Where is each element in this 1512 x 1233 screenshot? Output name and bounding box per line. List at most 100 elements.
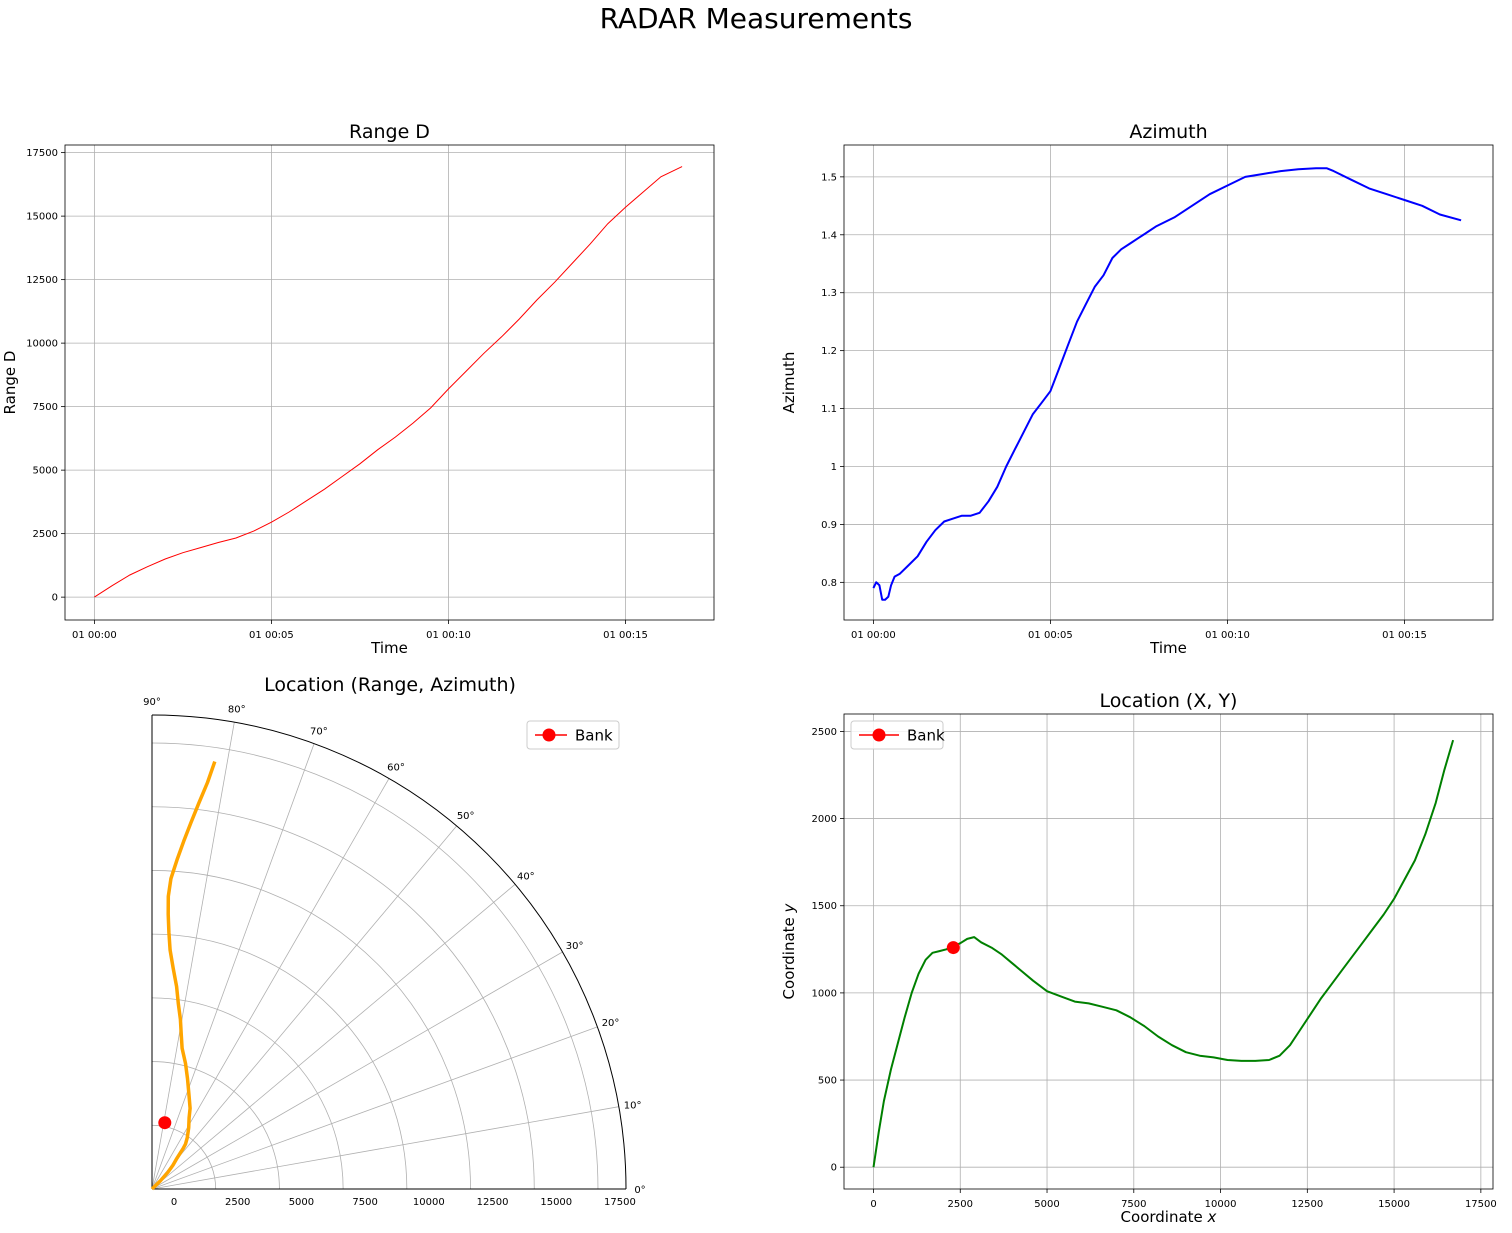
r-tick-label: 0 bbox=[171, 1197, 177, 1208]
y-axis-label: Range D bbox=[1, 351, 19, 415]
r-tick-label: 5000 bbox=[289, 1197, 314, 1208]
y-tick-label: 1500 bbox=[812, 901, 837, 912]
y-tick-label: 0 bbox=[52, 593, 58, 604]
polar-frame-arc bbox=[151, 714, 627, 1190]
angular-gridline bbox=[151, 743, 315, 1190]
x-axis-label: Coordinate x bbox=[1121, 1208, 1217, 1226]
y-tick-label: 500 bbox=[818, 1076, 837, 1087]
axes-range bbox=[61, 144, 715, 624]
y-axis-label: Coordinate y bbox=[780, 902, 798, 999]
y-tick-label: 1.2 bbox=[821, 346, 837, 357]
axes-frame bbox=[64, 144, 715, 621]
r-tick-label: 2500 bbox=[225, 1197, 250, 1208]
x-tick-label: 01 00:15 bbox=[1382, 630, 1427, 641]
y-tick-label: 1.5 bbox=[821, 172, 837, 183]
angular-gridline bbox=[151, 884, 516, 1190]
legend-label: Bank bbox=[907, 727, 945, 745]
theta-tick-label: 0° bbox=[634, 1185, 645, 1196]
y-tick-label: 1.4 bbox=[821, 230, 837, 241]
axes-polar bbox=[150, 714, 627, 1191]
x-tick-label: 01 00:05 bbox=[249, 630, 294, 641]
x-tick-label: 5000 bbox=[1034, 1199, 1059, 1210]
series-line-polar bbox=[150, 761, 217, 1191]
y-tick-label: 2500 bbox=[33, 529, 58, 540]
chart-title: Azimuth bbox=[1129, 121, 1207, 143]
x-tick-label: 7500 bbox=[1121, 1199, 1146, 1210]
x-axis-label: Time bbox=[1149, 639, 1187, 657]
r-tick-label: 12500 bbox=[477, 1197, 509, 1208]
x-tick-label: 01 00:10 bbox=[1205, 630, 1250, 641]
theta-tick-label: 80° bbox=[228, 704, 246, 715]
r-tick-label: 15000 bbox=[540, 1197, 572, 1208]
x-tick-label: 10000 bbox=[1205, 1199, 1237, 1210]
theta-tick-label: 70° bbox=[310, 726, 328, 737]
radial-gridline bbox=[151, 997, 344, 1190]
x-tick-label: 12500 bbox=[1291, 1199, 1323, 1210]
radial-gridline bbox=[151, 933, 408, 1190]
axes-frame bbox=[843, 713, 1494, 1190]
bank-marker bbox=[946, 941, 960, 955]
series-line-range bbox=[94, 166, 683, 598]
series-line-xy bbox=[872, 739, 1455, 1168]
theta-tick-label: 60° bbox=[387, 762, 405, 773]
y-tick-label: 15000 bbox=[26, 212, 58, 223]
angular-gridline bbox=[151, 825, 457, 1190]
radial-gridline bbox=[151, 870, 471, 1190]
x-tick-label: 2500 bbox=[948, 1199, 973, 1210]
r-tick-label: 10000 bbox=[413, 1197, 445, 1208]
x-tick-label: 0 bbox=[870, 1199, 876, 1210]
y-axis-label: Azimuth bbox=[780, 352, 798, 414]
figure-title: RADAR Measurements bbox=[599, 2, 913, 35]
y-tick-label: 1.3 bbox=[821, 288, 837, 299]
radial-gridline bbox=[151, 806, 535, 1190]
x-axis-label: Time bbox=[370, 639, 408, 657]
y-tick-label: 10000 bbox=[26, 339, 58, 350]
chart-title: Location (X, Y) bbox=[1100, 690, 1238, 712]
r-tick-label: 17500 bbox=[604, 1197, 636, 1208]
angular-gridline bbox=[151, 1106, 619, 1190]
legend-marker bbox=[872, 728, 886, 742]
radial-gridline bbox=[151, 742, 599, 1190]
x-tick-label: 01 00:15 bbox=[603, 630, 648, 641]
angular-gridline bbox=[151, 778, 390, 1190]
y-tick-label: 2000 bbox=[812, 814, 837, 825]
x-tick-label: 01 00:05 bbox=[1028, 630, 1073, 641]
x-tick-label: 17500 bbox=[1465, 1199, 1497, 1210]
x-tick-label: 01 00:00 bbox=[72, 630, 117, 641]
y-tick-label: 1000 bbox=[812, 988, 837, 999]
legend-box bbox=[526, 720, 620, 750]
y-tick-label: 2500 bbox=[812, 727, 837, 738]
theta-tick-label: 90° bbox=[143, 697, 161, 708]
axes-frame bbox=[843, 144, 1494, 621]
chart-title: Range D bbox=[349, 121, 430, 143]
series-line-azimuth bbox=[872, 167, 1462, 601]
theta-tick-label: 30° bbox=[566, 941, 584, 952]
bank-marker bbox=[158, 1116, 172, 1130]
r-tick-label: 7500 bbox=[352, 1197, 377, 1208]
y-tick-label: 1.1 bbox=[821, 404, 837, 415]
angular-gridline bbox=[151, 1026, 598, 1190]
theta-tick-label: 40° bbox=[517, 871, 535, 882]
x-tick-label: 15000 bbox=[1378, 1199, 1410, 1210]
y-tick-label: 0 bbox=[831, 1163, 837, 1174]
y-tick-label: 17500 bbox=[26, 148, 58, 159]
axes-xy bbox=[840, 713, 1494, 1193]
chart-title: Location (Range, Azimuth) bbox=[264, 674, 516, 696]
y-tick-label: 7500 bbox=[33, 402, 58, 413]
theta-tick-label: 10° bbox=[624, 1100, 642, 1111]
theta-tick-label: 20° bbox=[602, 1018, 620, 1029]
legend-marker bbox=[542, 728, 556, 742]
angular-gridline bbox=[151, 951, 563, 1190]
angular-gridline bbox=[151, 722, 235, 1190]
axes-azimuth bbox=[840, 144, 1494, 624]
legend-label: Bank bbox=[575, 727, 613, 745]
x-tick-label: 01 00:10 bbox=[426, 630, 471, 641]
y-tick-label: 0.9 bbox=[821, 520, 837, 531]
theta-tick-label: 50° bbox=[457, 811, 475, 822]
y-tick-label: 12500 bbox=[26, 275, 58, 286]
y-tick-label: 5000 bbox=[33, 466, 58, 477]
radial-gridline bbox=[151, 1061, 280, 1190]
x-tick-label: 01 00:00 bbox=[851, 630, 896, 641]
y-tick-label: 0.8 bbox=[821, 578, 837, 589]
